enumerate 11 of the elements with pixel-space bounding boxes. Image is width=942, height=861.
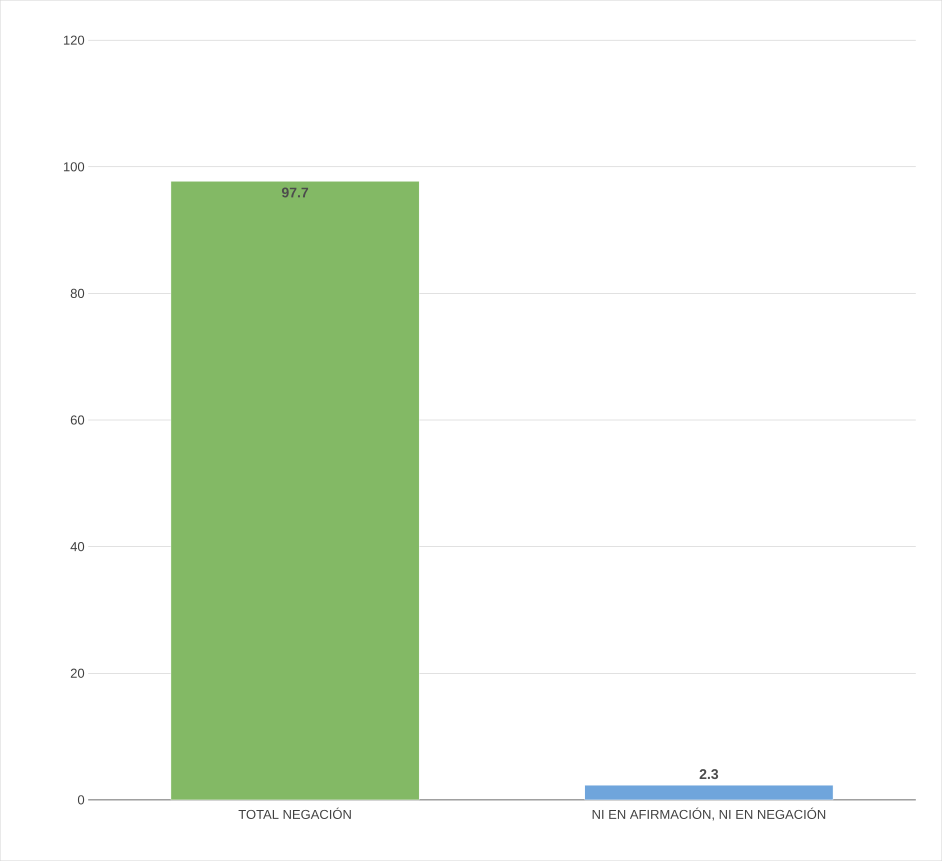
data-label: 2.3 (700, 769, 718, 780)
y-tick-label: 40 (70, 542, 84, 552)
data-label: 97.7 (282, 188, 308, 198)
y-tick-label: 60 (70, 415, 84, 425)
y-tick-label: 0 (78, 795, 84, 804)
y-tick-label: 80 (70, 288, 84, 298)
y-tick-label: 20 (70, 668, 84, 678)
y-tick-label: 120 (64, 36, 84, 45)
y-tick-label: 100 (64, 162, 84, 172)
x-tick-label: TOTAL NEGACIÓN (238, 808, 351, 820)
x-tick-label: NI EN AFIRMACIÓN, NI EN NEGACIÓN (592, 808, 826, 821)
